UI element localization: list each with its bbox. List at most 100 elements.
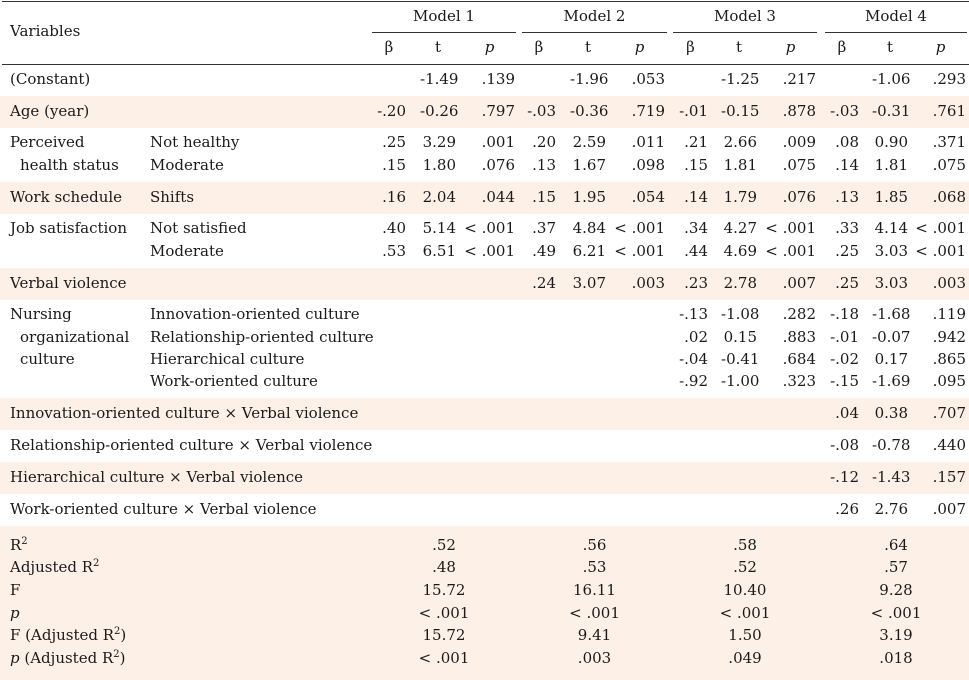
cell-p: .076 [481, 156, 515, 174]
cell-p: < .001 [915, 219, 966, 237]
header-p-2: p [634, 38, 645, 56]
cell-p: < .001 [765, 242, 816, 260]
cell-beta: -.03 [527, 102, 556, 120]
stat-value-model-3: < .001 [719, 604, 771, 622]
cell-t: -0.41 [721, 350, 760, 368]
cell-p: .293 [932, 70, 966, 88]
row-sublabel: Hierarchical culture [150, 350, 305, 368]
cell-beta: .04 [835, 404, 859, 422]
cell-t: 1.81 [723, 156, 757, 174]
stat-value-model-3: .58 [733, 536, 757, 554]
cell-p: .942 [932, 328, 966, 346]
stat-value-model-1: 15.72 [422, 626, 466, 644]
cell-p: .076 [782, 188, 816, 206]
cell-p: < .001 [614, 219, 665, 237]
cell-beta: .13 [835, 188, 859, 206]
model-1-rule [372, 32, 516, 33]
header-model-4: Model 4 [865, 7, 927, 25]
row-sublabel: Moderate [150, 242, 224, 260]
cell-p: .075 [932, 156, 966, 174]
cell-p: .684 [782, 350, 816, 368]
cell-t: -1.69 [872, 372, 911, 390]
header-p-1: p [484, 38, 495, 56]
cell-beta: .15 [684, 156, 708, 174]
cell-t: -1.49 [420, 70, 459, 88]
stat-label: p [10, 604, 20, 622]
stat-value-model-4: < .001 [870, 604, 922, 622]
header-model-3: Model 3 [714, 7, 776, 25]
cell-beta: -.12 [830, 468, 859, 486]
row-label: culture [20, 350, 75, 368]
cell-p: .878 [782, 102, 816, 120]
header-p-4: p [935, 38, 946, 56]
model-3-rule [673, 32, 817, 33]
cell-beta: .37 [532, 219, 556, 237]
stat-label: F (Adjusted R2) [10, 626, 127, 644]
cell-p: .217 [782, 70, 816, 88]
cell-beta: .44 [684, 242, 708, 260]
cell-p: .007 [782, 274, 816, 292]
cell-beta: -.18 [830, 305, 859, 323]
cell-t: 0.17 [874, 350, 908, 368]
band-3 [0, 398, 969, 430]
cell-beta: .24 [532, 274, 556, 292]
stat-value-model-2: < .001 [569, 604, 620, 622]
cell-t: -0.31 [872, 102, 911, 120]
stat-label: p (Adjusted R2) [10, 649, 126, 667]
cell-beta: .13 [532, 156, 556, 174]
cell-beta: -.20 [377, 102, 406, 120]
cell-p: .865 [932, 350, 966, 368]
header-variables: Variables [10, 22, 81, 40]
cell-beta: .14 [684, 188, 708, 206]
cell-p: .719 [631, 102, 665, 120]
stat-value-model-2: 16.11 [573, 581, 616, 599]
cell-beta: .40 [382, 219, 406, 237]
stat-value-model-1: 15.72 [422, 581, 466, 599]
cell-beta: .16 [382, 188, 406, 206]
cell-beta: .26 [835, 500, 859, 518]
model-2-rule [522, 32, 667, 33]
cell-beta: .34 [684, 219, 708, 237]
row-label: Verbal violence [10, 274, 127, 292]
cell-t: 1.67 [572, 156, 606, 174]
stat-value-model-3: .52 [733, 558, 757, 576]
stat-value-model-4: .57 [884, 558, 908, 576]
row-label: Perceived [10, 133, 85, 151]
header-t-2: t [584, 38, 592, 56]
row-sublabel: Shifts [150, 188, 195, 206]
header-beta-4: β [837, 38, 847, 56]
cell-p: .095 [932, 372, 966, 390]
cell-p: .003 [932, 274, 966, 292]
stat-value-model-4: 9.28 [879, 581, 913, 599]
cell-beta: .08 [835, 133, 859, 151]
stat-value-model-3: .049 [728, 649, 762, 667]
cell-beta: .02 [684, 328, 708, 346]
cell-t: 4.14 [874, 219, 908, 237]
cell-p: .761 [932, 102, 966, 120]
cell-beta: -.04 [679, 350, 708, 368]
stat-value-model-4: .64 [884, 536, 908, 554]
cell-t: 2.04 [422, 188, 456, 206]
cell-t: 3.07 [572, 274, 606, 292]
header-beta-2: β [534, 38, 544, 56]
cell-beta: .20 [532, 133, 556, 151]
cell-t: 4.27 [723, 219, 757, 237]
cell-beta: .25 [835, 274, 859, 292]
cell-t: -1.25 [721, 70, 760, 88]
model-4-rule [825, 32, 967, 33]
cell-t: -1.43 [872, 468, 911, 486]
cell-beta: -.02 [830, 350, 859, 368]
cell-beta: .49 [532, 242, 556, 260]
band-4 [0, 462, 969, 494]
cell-t: 4.69 [723, 242, 757, 260]
row-label: Work-oriented culture × Verbal violence [10, 500, 317, 518]
cell-t: 0.90 [874, 133, 908, 151]
cell-t: 6.21 [572, 242, 606, 260]
row-label: Age (year) [10, 102, 90, 120]
cell-beta: -.03 [830, 102, 859, 120]
cell-p: .119 [932, 305, 966, 323]
row-label: Job satisfaction [10, 219, 127, 237]
cell-p: < .001 [765, 219, 816, 237]
cell-beta: .15 [532, 188, 556, 206]
